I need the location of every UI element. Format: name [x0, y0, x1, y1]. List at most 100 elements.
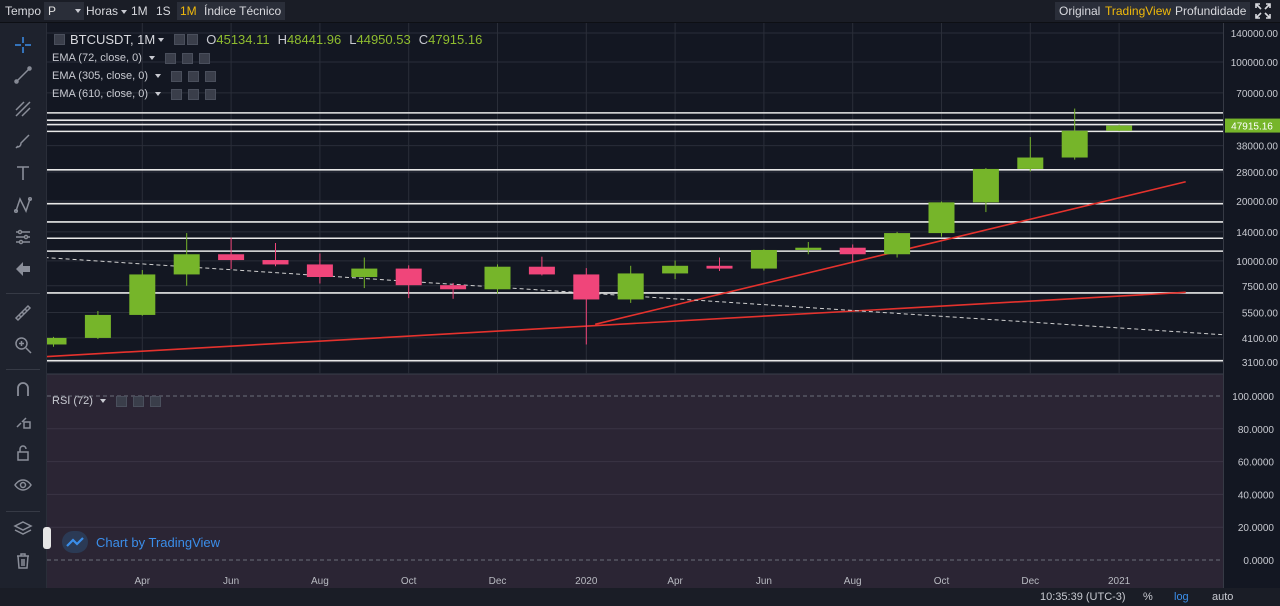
- clock-text: 10:35:39 (UTC-3): [1040, 591, 1126, 603]
- candle-body: [84, 314, 111, 338]
- candle: [528, 256, 555, 276]
- pattern-icon[interactable]: [10, 193, 36, 217]
- back-arrow-icon[interactable]: [10, 257, 36, 281]
- auto-toggle[interactable]: auto: [1212, 591, 1234, 603]
- chevron-down-icon[interactable]: [158, 37, 165, 42]
- rsi-tick-label: 40.0000: [1238, 490, 1275, 501]
- candle-body: [40, 337, 67, 345]
- settings-icon[interactable]: [115, 395, 127, 407]
- crosshair-icon[interactable]: [10, 33, 36, 57]
- chevron-down-icon[interactable]: [148, 56, 155, 60]
- price-axis[interactable]: 3100.00 4100.00 5500.00 7500.00 10000.00 1400…: [1223, 23, 1280, 588]
- settings-icon[interactable]: [171, 70, 182, 82]
- indicator-ema-610[interactable]: EMA (610, close, 0): [52, 88, 216, 100]
- candle: [750, 249, 777, 271]
- chevron-down-icon[interactable]: [155, 92, 161, 96]
- close-icon[interactable]: [149, 395, 161, 407]
- candle-body: [1017, 157, 1044, 169]
- last-price-text: 47915.16: [1231, 122, 1273, 133]
- indicator-ema-72[interactable]: EMA (72, close, 0): [52, 52, 210, 64]
- ruler-icon[interactable]: [10, 301, 36, 325]
- fullscreen-icon[interactable]: [1255, 3, 1271, 24]
- candle: [173, 233, 200, 286]
- visibility-icon[interactable]: [132, 395, 144, 407]
- price-axis-svg: 3100.00 4100.00 5500.00 7500.00 10000.00 1400…: [1225, 29, 1280, 567]
- interval-1s-button[interactable]: 1S: [156, 4, 171, 18]
- close-icon[interactable]: [205, 88, 216, 100]
- low-value: 44950.53: [356, 32, 411, 47]
- period-select[interactable]: P: [44, 2, 84, 20]
- candle-body: [662, 265, 689, 274]
- lock-drawing-icon[interactable]: [10, 409, 36, 433]
- x-axis-label: Aug: [311, 576, 329, 587]
- candle: [129, 270, 156, 316]
- watermark-text: Chart by TradingView: [96, 534, 221, 550]
- rsi-tick-label: 60.0000: [1238, 458, 1275, 469]
- eye-icon[interactable]: [10, 473, 36, 497]
- price-pane-bg: [47, 23, 1223, 374]
- x-axis-label: Dec: [489, 576, 507, 587]
- chevron-down-icon[interactable]: [155, 74, 161, 78]
- rsi-tick-label: 80.0000: [1238, 425, 1275, 436]
- visibility-icon[interactable]: [188, 88, 199, 100]
- candle-body: [972, 168, 999, 203]
- toolbar-toggle-handle[interactable]: [43, 527, 51, 549]
- zoom-in-icon[interactable]: [10, 333, 36, 357]
- price-tick-label: 7500.00: [1242, 282, 1279, 293]
- x-axis-label: Aug: [844, 576, 862, 587]
- high-label: H: [277, 32, 288, 47]
- collapse-icon[interactable]: [54, 34, 65, 45]
- settings-icon[interactable]: [171, 88, 182, 100]
- view-original-tab[interactable]: Original: [1055, 2, 1105, 20]
- trendline-icon[interactable]: [10, 63, 36, 87]
- indicator-rsi[interactable]: RSI (72): [52, 395, 161, 407]
- text-icon[interactable]: [10, 161, 36, 185]
- brush-icon[interactable]: [10, 129, 36, 153]
- x-axis-label: Oct: [934, 576, 950, 587]
- candle: [395, 265, 422, 299]
- price-tick-label: 3100.00: [1242, 358, 1279, 369]
- candle: [839, 244, 866, 262]
- visibility-icon[interactable]: [187, 34, 199, 45]
- close-icon[interactable]: [198, 52, 210, 64]
- indicator-label: EMA (305, close, 0): [52, 70, 148, 82]
- tradingview-watermark[interactable]: Chart by TradingView: [62, 531, 220, 553]
- close-icon[interactable]: [205, 70, 216, 82]
- candle: [617, 265, 644, 303]
- settings-icon[interactable]: [174, 34, 186, 45]
- indicator-ema-305[interactable]: EMA (305, close, 0): [52, 70, 216, 82]
- rsi-tick-label: 100.0000: [1232, 392, 1274, 403]
- candle: [1017, 137, 1044, 172]
- candle-body: [795, 247, 822, 250]
- view-depth-tab[interactable]: Profundidade: [1171, 2, 1251, 20]
- unlock-icon[interactable]: [10, 441, 36, 465]
- magnet-icon[interactable]: [10, 377, 36, 401]
- visibility-icon[interactable]: [181, 52, 193, 64]
- hours-label: Horas: [86, 4, 119, 18]
- pitchfork-icon[interactable]: [10, 97, 36, 121]
- interval-1m-active-button[interactable]: 1M: [177, 2, 200, 20]
- price-chart[interactable]: AprJunAugOctDec2020AprJunAugOctDec2021Ma…: [40, 23, 1280, 595]
- log-toggle[interactable]: log: [1174, 591, 1189, 603]
- candle-body: [839, 247, 866, 255]
- candle: [795, 241, 822, 255]
- view-tradingview-tab[interactable]: TradingView: [1101, 2, 1176, 20]
- visibility-icon[interactable]: [188, 70, 199, 82]
- interval-1m-button[interactable]: 1M: [131, 4, 148, 18]
- percent-toggle[interactable]: %: [1143, 591, 1153, 603]
- prediction-icon[interactable]: [10, 225, 36, 249]
- technical-index-button[interactable]: Índice Técnico: [200, 2, 286, 20]
- layers-icon[interactable]: [10, 517, 36, 541]
- candle: [351, 257, 378, 289]
- trash-icon[interactable]: [10, 549, 36, 573]
- symbol-name[interactable]: BTCUSDT, 1M: [70, 32, 156, 47]
- candle-body: [262, 260, 289, 265]
- chevron-down-icon[interactable]: [99, 399, 106, 403]
- settings-icon[interactable]: [164, 52, 176, 64]
- chart-area[interactable]: AprJunAugOctDec2020AprJunAugOctDec2021Ma…: [40, 23, 1280, 595]
- hours-dropdown[interactable]: Horas: [86, 2, 128, 20]
- candle-body: [395, 268, 422, 286]
- candle: [662, 260, 689, 280]
- toolbar-divider: [6, 293, 40, 294]
- open-value: 45134.11: [216, 32, 270, 47]
